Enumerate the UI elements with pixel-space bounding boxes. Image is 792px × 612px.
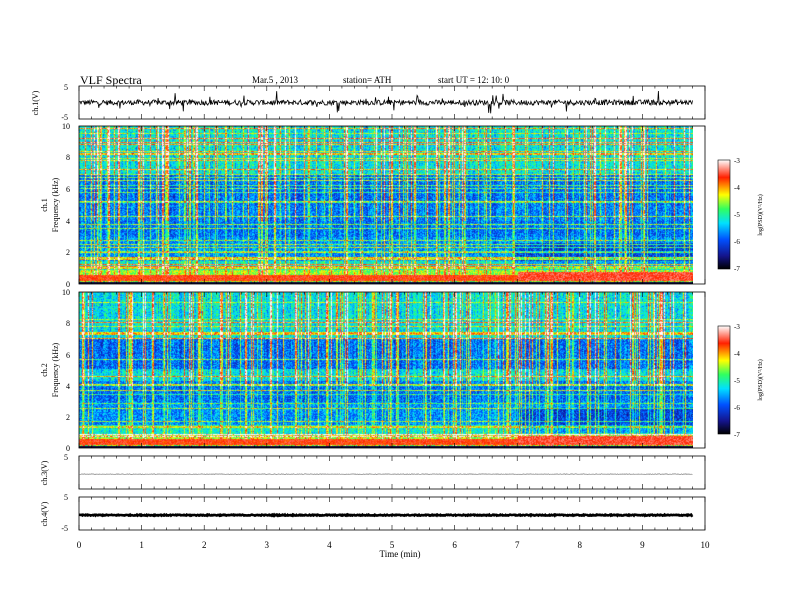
ch2-ytick-0: 0 xyxy=(66,444,70,453)
ch2-cb-tick-m5: -5 xyxy=(734,377,740,385)
date-label: Mar.5 , 2013 xyxy=(252,75,298,85)
ch1-spectrogram-image xyxy=(79,126,693,284)
ch4-waveform-xticks xyxy=(78,497,706,530)
ch4-waveform-ylabel: ch.4(V) xyxy=(40,501,49,526)
ch2-ytick-4: 4 xyxy=(66,382,70,391)
time-tick-label: 2 xyxy=(202,540,207,550)
ch3-waveform-panel: 5 ch.3(V) xyxy=(40,453,706,490)
ch2-spectrogram-panel: 0 2 4 6 8 10 ch.2 Frequency (kHz) xyxy=(40,288,706,453)
time-tick-label: 1 xyxy=(139,540,144,550)
time-tick-label: 3 xyxy=(265,540,270,550)
ch1-ytick-6: 6 xyxy=(66,185,70,194)
time-tick-label: 8 xyxy=(578,540,583,550)
ch2-spectrogram-yticks: 0 2 4 6 8 10 xyxy=(62,288,70,453)
ch1-spectrogram-ticklines xyxy=(78,126,706,284)
ch1-cb-tick-m7: -7 xyxy=(734,265,740,273)
ch1-cb-tick-m5: -5 xyxy=(734,211,740,219)
ch2-cb-tick-m6: -6 xyxy=(734,404,740,412)
ch4-waveform-trace xyxy=(78,512,694,518)
ch3-waveform-trace xyxy=(78,473,693,475)
ch1-spectrogram-panel: 0 2 4 6 8 10 ch.1 Frequency (kHz) xyxy=(40,122,706,289)
ch1-waveform-ylabel: ch.1(V) xyxy=(31,90,40,115)
ch2-ytick-2: 2 xyxy=(66,413,70,422)
ch1-colorbar-label: log(PSD)(V²/Hz) xyxy=(757,194,764,235)
time-tick-label: 0 xyxy=(77,540,82,550)
time-tick-label: 7 xyxy=(515,540,520,550)
ch1-ytick-top: 5 xyxy=(64,83,68,92)
ch1-frequency-ylabel: Frequency (kHz) xyxy=(51,177,60,232)
ch1-ytick-10: 10 xyxy=(62,122,70,131)
ch2-colorbar-scale xyxy=(717,325,731,435)
time-axis: 0 1 2 3 4 5 6 7 8 9 10 xyxy=(77,540,710,550)
time-tick-label: 4 xyxy=(327,540,332,550)
time-tick-label: 5 xyxy=(390,540,395,550)
ch1-waveform-panel: 5 -5 ch.1(V) xyxy=(31,83,706,122)
time-tick-label: 9 xyxy=(640,540,645,550)
ch2-colorbar-label: log(PSD)(V²/Hz) xyxy=(757,359,764,400)
ch1-ytick-8: 8 xyxy=(66,153,70,162)
ch2-cb-tick-m4: -4 xyxy=(734,350,740,358)
ch2-spectrogram-image xyxy=(79,292,693,448)
time-tick-label: 10 xyxy=(701,540,711,550)
ch1-ytick-2: 2 xyxy=(66,248,70,257)
station-label: station= ATH xyxy=(343,75,392,85)
ch2-cb-tick-m7: -7 xyxy=(734,431,740,439)
ch1-cb-tick-m6: -6 xyxy=(734,238,740,246)
figure-title: VLF Spectra xyxy=(80,73,142,87)
ch1-ytick-0: 0 xyxy=(66,280,70,289)
start-time-label: start UT = 12: 10: 0 xyxy=(438,75,510,85)
ch1-cb-tick-m4: -4 xyxy=(734,184,740,192)
ch2-frequency-ylabel: Frequency (kHz) xyxy=(51,342,60,397)
ch1-cb-tick-m3: -3 xyxy=(734,157,740,165)
ch1-colorbar: -3 -4 -5 -6 -7 log(PSD)(V²/Hz) xyxy=(717,157,764,273)
ch3-waveform-ylabel: ch.3(V) xyxy=(40,460,49,485)
ch1-waveform-xticks xyxy=(78,86,706,119)
ch1-ytick-bottom: -5 xyxy=(61,113,68,122)
ch2-ytick-10: 10 xyxy=(62,288,70,297)
ch1-spectrogram-yticks: 0 2 4 6 8 10 xyxy=(62,122,70,289)
ch2-colorbar: -3 -4 -5 -6 -7 log(PSD)(V²/Hz) xyxy=(717,323,764,439)
ch1-colorbar-scale xyxy=(717,159,731,270)
figure-header: VLF Spectra Mar.5 , 2013 station= ATH st… xyxy=(80,73,510,87)
ch1-ytick-4: 4 xyxy=(66,217,70,226)
ch3-ytick-top: 5 xyxy=(64,453,68,462)
ch2-spectrogram-ticklines xyxy=(78,292,706,448)
ch4-ytick-bottom: -5 xyxy=(61,524,68,533)
time-tick-label: 6 xyxy=(452,540,457,550)
ch3-waveform-xticks xyxy=(78,456,706,489)
time-axis-label: Time (min) xyxy=(380,549,421,559)
ch2-ytick-8: 8 xyxy=(66,319,70,328)
ch2-ytick-6: 6 xyxy=(66,351,70,360)
ch4-waveform-panel: 5 -5 ch.4(V) xyxy=(40,493,706,533)
ch2-cb-tick-m3: -3 xyxy=(734,323,740,331)
ch2-spectrogram-ylabel: ch.2 xyxy=(40,363,49,377)
ch4-ytick-top: 5 xyxy=(64,493,68,502)
ch1-waveform-trace xyxy=(78,90,693,114)
ch1-spectrogram-ylabel: ch.1 xyxy=(40,198,49,212)
